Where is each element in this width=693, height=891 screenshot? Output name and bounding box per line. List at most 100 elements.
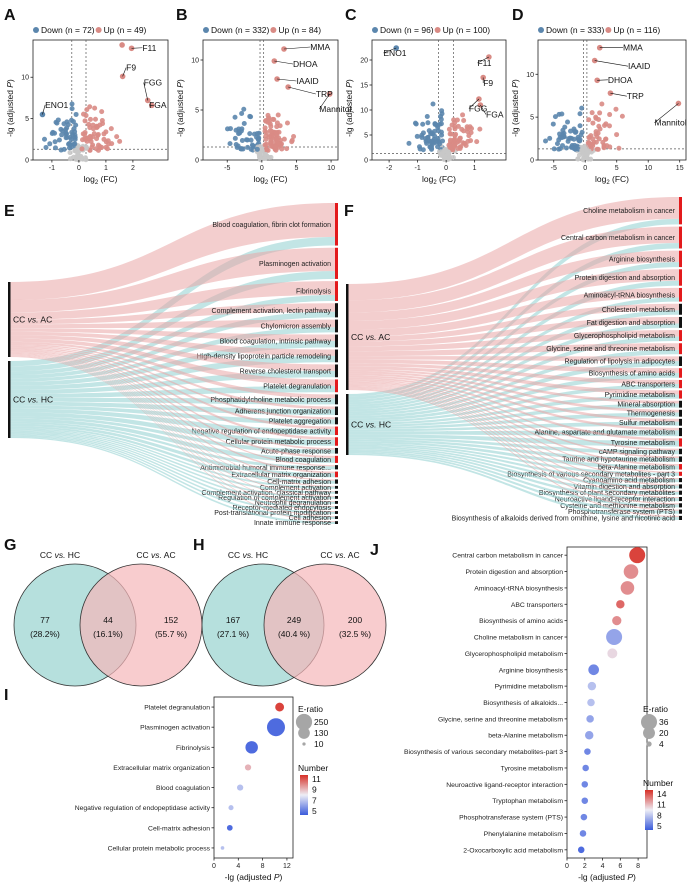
volcano-point	[79, 146, 85, 152]
sankey-flow	[348, 446, 679, 489]
volcano-point	[273, 144, 279, 150]
volcano-point	[588, 133, 594, 139]
sankey-flow	[348, 218, 679, 397]
sankey-term-label: Adherens junction organization	[235, 408, 331, 415]
venn-overlap-count: 249	[287, 615, 301, 625]
bubble-point	[607, 648, 618, 659]
sankey-term-bar	[335, 417, 338, 425]
volcano-point	[92, 105, 98, 111]
volcano-point	[103, 144, 109, 150]
sankey-term-bar	[679, 515, 682, 520]
bubble-point	[220, 846, 225, 850]
bubble-point	[587, 698, 595, 707]
volcano-label: IAAID	[296, 76, 318, 86]
volcano-point	[284, 146, 290, 152]
sankey-term-bar	[679, 197, 682, 225]
legend-up-text: Up (n = 84)	[278, 25, 321, 35]
volcano-label: FGA	[149, 100, 167, 110]
sankey-flow	[10, 347, 335, 440]
volcano-point	[430, 101, 436, 107]
venn-overlap-percent: (16.1%)	[93, 629, 123, 639]
sankey-term-label: Reverse cholesterol transport	[240, 368, 331, 375]
volcano-point	[103, 129, 109, 135]
bubble-point	[620, 581, 635, 595]
category-label: Central carbon metabolism in cancer	[452, 553, 563, 560]
bubble-point	[275, 702, 285, 712]
sankey-term-bar	[335, 447, 338, 454]
color-legend-label: 11	[657, 800, 666, 810]
x-tick-label: 4	[601, 863, 605, 870]
sankey-term-bar	[335, 303, 338, 318]
volcano-point	[266, 119, 272, 125]
bubble-point	[586, 715, 594, 723]
volcano-point	[264, 147, 270, 153]
sankey-term-label: ABC transporters	[621, 382, 675, 389]
volcano-point	[232, 135, 238, 141]
sankey-term-bar	[679, 343, 682, 355]
volcano-point	[571, 145, 577, 151]
volcano-frame	[32, 39, 169, 161]
volcano-point	[241, 121, 247, 127]
volcano-point	[596, 136, 602, 142]
sankey-term-label: Glycine, serine and threonine metabolism	[546, 346, 675, 353]
panel-letter-b: B	[176, 7, 188, 24]
volcano-point	[63, 135, 69, 141]
sankey-term-label: Blood coagulation, intrinsic pathway	[220, 338, 332, 345]
category-label: Protein digestion and absorption	[466, 569, 564, 576]
volcano-label: DHOA	[293, 59, 318, 69]
sankey-flow	[10, 343, 335, 410]
venn-right-percent: (55.7 %)	[155, 629, 187, 639]
x-tick-label: 0	[77, 165, 81, 172]
sankey-term-bar	[679, 226, 682, 249]
legend-down-marker	[33, 27, 39, 33]
sankey-term-label: Biosynthesis of plant secondary metaboli…	[539, 490, 676, 497]
volcano-point	[445, 150, 451, 156]
volcano-point	[563, 145, 569, 151]
sankey-term-bar	[335, 437, 338, 446]
volcano-point	[239, 111, 245, 117]
volcano-point	[559, 111, 565, 117]
volcano-point	[552, 114, 558, 120]
venn-left-title: CC vs. HC	[40, 550, 80, 560]
sankey-term-label: Pyrimidine metabolism	[605, 392, 676, 399]
volcano-point	[585, 140, 591, 146]
volcano-point	[465, 129, 471, 135]
volcano-label: DHOA	[608, 75, 633, 85]
sankey-flow	[10, 319, 335, 329]
venn-left-percent: (28.2%)	[30, 629, 60, 639]
volcano-point	[433, 139, 439, 145]
label-leader	[131, 47, 143, 49]
legend-up-marker	[270, 27, 277, 33]
sankey-plots: Blood coagulation, fibrin clot formation…	[8, 197, 682, 527]
panel-letter-f: F	[344, 203, 354, 220]
volcano-point	[590, 120, 596, 126]
x-axis-label: log2 (FC)	[253, 174, 287, 186]
x-tick-label: 8	[261, 863, 265, 870]
bubble-point	[581, 797, 589, 804]
volcano-label: ENO1	[45, 100, 68, 110]
legend-up-marker	[605, 27, 612, 33]
y-axis-label: -lg (adjusted P)	[175, 79, 185, 137]
sankey-flow	[348, 453, 679, 520]
sankey-term-bar	[335, 485, 338, 489]
volcano-label: IAAID	[628, 61, 650, 71]
sankey-source-label: CC vs. AC	[13, 315, 52, 325]
y-tick-label: 5	[195, 108, 199, 115]
color-legend-title: Number	[298, 763, 328, 773]
venn-left-count: 167	[226, 615, 240, 625]
sankey-term-bar	[335, 334, 338, 348]
x-tick-label: -1	[414, 165, 420, 172]
sankey-flow	[10, 385, 335, 398]
volcano-point	[442, 146, 448, 152]
sankey-term-label: Mineral absorption	[617, 402, 675, 409]
sankey-term-bar	[335, 495, 338, 499]
volcano-point	[429, 145, 435, 151]
label-leader	[122, 67, 127, 77]
volcano-point	[420, 121, 426, 127]
volcano-point	[268, 123, 274, 129]
sankey-term-label: Tyrosine metabolism	[611, 440, 675, 447]
volcano-point	[439, 108, 445, 114]
y-tick-label: 10	[526, 72, 534, 79]
category-label: Plasminogen activation	[140, 725, 210, 732]
